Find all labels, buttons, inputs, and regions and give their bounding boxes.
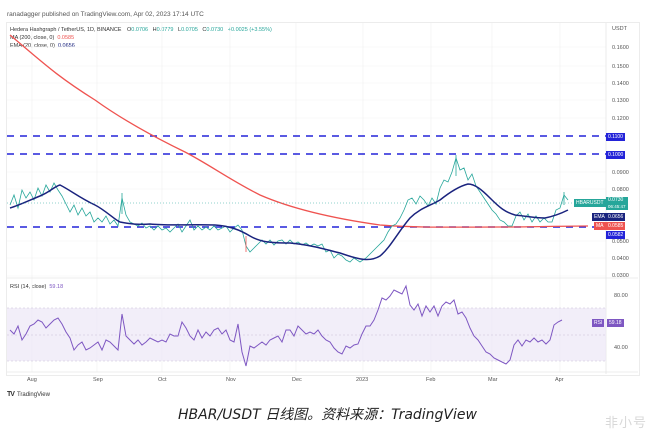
month-oct: Oct [158, 377, 167, 383]
chart-frame [6, 22, 640, 376]
ohlc-change: +0.0025 (+3.55%) [227, 27, 272, 33]
price-ticks: 0.1600 0.1500 0.1400 0.1300 0.1200 0.090… [612, 45, 629, 279]
last-price: 0.0730 [608, 197, 624, 203]
svg-text:0.0500: 0.0500 [612, 239, 629, 245]
svg-text:0.1400: 0.1400 [612, 81, 629, 87]
ma-value: 0.0585 [57, 35, 75, 41]
level-tag-0-1100: 0.1100 [606, 133, 625, 141]
ohlc-high: 0.0779 [156, 27, 174, 33]
rsi-tick-80: 80.00 [614, 293, 628, 299]
svg-text:0.1600: 0.1600 [612, 45, 629, 51]
ohlc-close-label: C [202, 27, 207, 33]
tradingview-brand: TradingView [16, 391, 50, 398]
ohlc-low: 0.0705 [181, 27, 198, 33]
ema-tag-label: EMA [592, 213, 607, 221]
bar-countdown: 06:45:47 [608, 203, 626, 209]
rsi-label: RSI (14, close) [10, 284, 47, 290]
ohlc-high-label: H [152, 27, 157, 33]
svg-text:0.0900: 0.0900 [612, 170, 629, 176]
symbol-title: Hedera Hashgraph / TetherUS, 1D, BINANCE [10, 27, 122, 33]
symbol-legend: Hedera Hashgraph / TetherUS, 1D, BINANCE… [10, 27, 272, 33]
month-mar: Mar [488, 377, 498, 383]
svg-text:0.0800: 0.0800 [612, 187, 629, 193]
svg-text:0.0400: 0.0400 [612, 256, 629, 262]
month-feb: Feb [426, 377, 436, 383]
ema-value: 0.0656 [57, 43, 75, 49]
rsi-tick-40: 40.00 [614, 345, 628, 351]
rsi-value: 59.18 [49, 284, 64, 290]
ema-label: EMA (20, close, 0) [10, 43, 55, 49]
level-tag-0-0582: 0.0582 [606, 231, 626, 239]
candles [9, 155, 569, 263]
ohlc-open-label: O [127, 27, 132, 33]
svg-text:0.0300: 0.0300 [612, 273, 629, 279]
rsi-line [9, 284, 563, 367]
svg-text:0.1200: 0.1200 [612, 116, 629, 122]
ma-tag-label: MA [594, 222, 606, 230]
month-sep: Sep [93, 377, 103, 383]
ema-legend[interactable]: EMA (20, close, 0) 0.0656 [10, 43, 75, 49]
month-dec: Dec [292, 377, 302, 383]
month-nov: Nov [226, 377, 236, 383]
currency-label: USDT [612, 26, 628, 32]
level-tag-0-1000: 0.1000 [606, 151, 626, 159]
month-apr: Apr [555, 377, 564, 383]
ema-tag-value: 0.0656 [606, 213, 626, 221]
ohlc-close: 0.0730 [206, 27, 224, 33]
ema20-line [9, 183, 569, 261]
watermark: 非小号 [604, 416, 647, 431]
rsi-tag-label: RSI [592, 319, 605, 327]
tradingview-mark-icon: TV [7, 391, 15, 398]
svg-text:0.1300: 0.1300 [612, 98, 629, 104]
month-2023: 2023 [356, 377, 369, 383]
ohlc-open: 0.0706 [131, 27, 149, 33]
symbol-tag: HBARUSDT [574, 199, 606, 207]
month-aug: Aug [27, 377, 37, 383]
tradingview-logo[interactable]: TV TradingView [7, 391, 50, 398]
publisher-line: ranadagger published on TradingView.com,… [7, 11, 204, 18]
svg-text:0.1500: 0.1500 [612, 64, 629, 70]
rsi-band [7, 308, 606, 361]
ohlc-low-label: L [178, 27, 182, 33]
figure-caption: HBAR/USDT 日线图。资料来源：TradingView [178, 407, 477, 423]
ma-tag-value: 0.0585 [606, 222, 626, 230]
rsi-legend[interactable]: RSI (14, close) 59.18 [10, 284, 63, 290]
last-price-tag: 0.0730 06:45:47 [606, 197, 628, 210]
rsi-tag-value: 59.18 [607, 319, 624, 327]
ma200-line [9, 34, 589, 228]
